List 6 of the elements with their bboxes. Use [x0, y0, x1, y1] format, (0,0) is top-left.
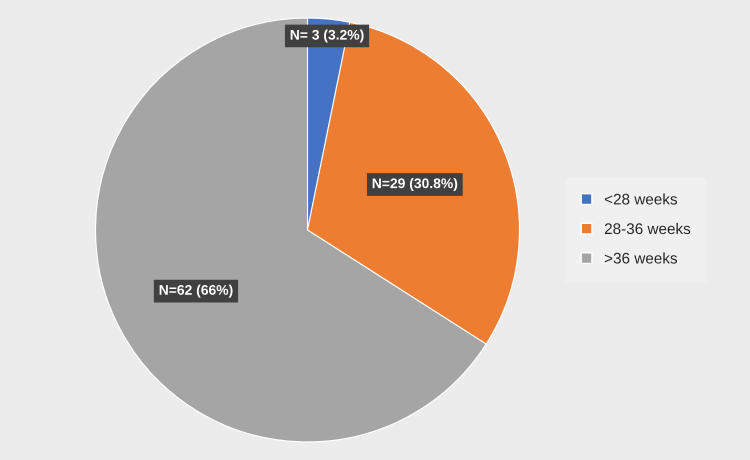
legend-label: <28 weeks [604, 193, 678, 205]
legend-label: 28-36 weeks [604, 222, 690, 234]
data-label: N=29 (30.8%) [372, 178, 458, 191]
data-label: N= 3 (3.2%) [290, 30, 364, 42]
legend-label: >36 weeks [604, 252, 678, 264]
data-label: N=62 (66%) [160, 284, 233, 298]
